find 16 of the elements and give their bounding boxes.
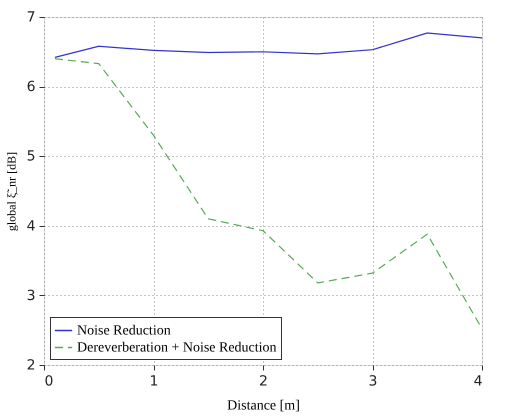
legend-label: Noise Reduction — [77, 324, 171, 338]
x-tick-label: 0 — [44, 374, 54, 390]
line-series — [54, 32, 483, 58]
x-tick-label: 2 — [259, 374, 268, 390]
x-tick-label: 4 — [474, 374, 483, 390]
y-tick-label: 3 — [26, 288, 36, 304]
y-tick-label: 4 — [26, 218, 36, 234]
y-axis-title: global ξ̃_nr [dB] — [4, 152, 19, 232]
legend-label: Dereverberation + Noise Reduction — [77, 340, 277, 356]
y-tick-label: 2 — [26, 358, 36, 374]
y-tick-label: 5 — [26, 148, 36, 165]
y-tick-label: 7 — [26, 10, 36, 26]
y-tick-label: 6 — [26, 79, 36, 96]
x-tick-label: 1 — [150, 374, 158, 390]
x-axis-title: Distance [m] — [227, 398, 300, 414]
x-tick-label: 3 — [368, 374, 378, 390]
